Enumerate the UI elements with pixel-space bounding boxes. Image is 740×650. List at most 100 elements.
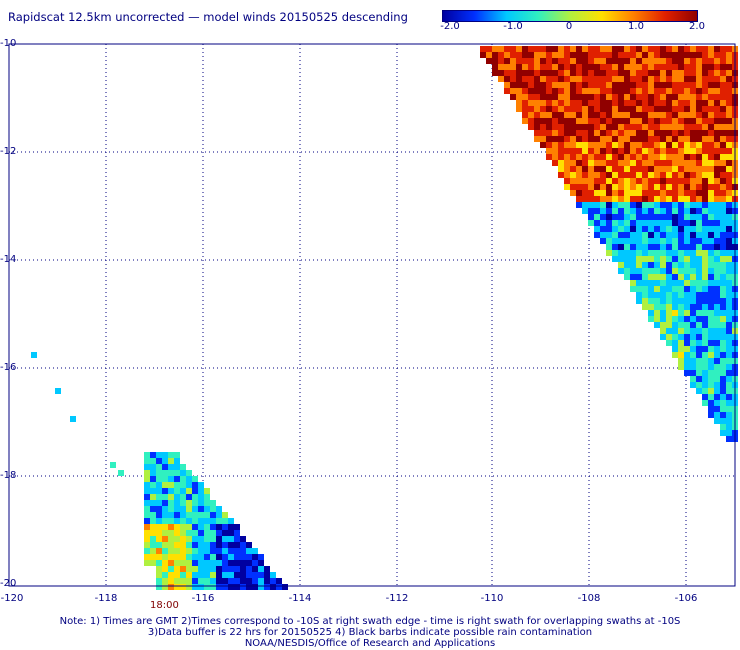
wind-cell <box>684 256 690 262</box>
wind-cell <box>702 184 708 190</box>
wind-cell <box>558 76 564 82</box>
wind-cell <box>672 340 678 346</box>
wind-cell <box>648 124 654 130</box>
wind-cell <box>684 160 690 166</box>
wind-cell <box>696 130 702 136</box>
wind-cell <box>528 70 534 76</box>
wind-cell <box>636 118 642 124</box>
wind-cell <box>546 88 552 94</box>
wind-cell <box>618 238 624 244</box>
wind-cell <box>174 494 180 500</box>
wind-cell <box>630 118 636 124</box>
wind-cell <box>696 100 702 106</box>
wind-cell <box>666 58 672 64</box>
wind-cell <box>624 274 630 280</box>
wind-cell <box>594 178 600 184</box>
wind-cell <box>204 584 210 590</box>
wind-cell <box>534 100 540 106</box>
wind-cell <box>660 94 666 100</box>
swath-time-label: 18:00 <box>150 600 179 611</box>
wind-cell <box>180 470 186 476</box>
wind-cell <box>612 118 618 124</box>
wind-cell <box>672 322 678 328</box>
wind-cell <box>678 334 684 340</box>
wind-cell <box>636 76 642 82</box>
wind-cell <box>672 64 678 70</box>
wind-cell <box>240 554 246 560</box>
wind-cell <box>192 476 198 482</box>
wind-cell <box>594 70 600 76</box>
wind-cell <box>234 536 240 542</box>
wind-cell <box>702 370 708 376</box>
wind-cell <box>606 142 612 148</box>
wind-cell <box>516 58 522 64</box>
wind-cell <box>708 388 714 394</box>
wind-cell <box>582 172 588 178</box>
wind-cell <box>630 208 636 214</box>
wind-cell <box>624 94 630 100</box>
wind-cell <box>234 524 240 530</box>
wind-cell <box>192 506 198 512</box>
note-line-1: Note: 1) Times are GMT 2)Times correspon… <box>59 616 681 627</box>
wind-cell <box>198 548 204 554</box>
wind-cell <box>642 304 648 310</box>
wind-cell <box>516 76 522 82</box>
wind-cell <box>612 130 618 136</box>
wind-cell <box>714 322 720 328</box>
wind-cell <box>546 124 552 130</box>
wind-cell <box>636 142 642 148</box>
wind-cell <box>162 518 168 524</box>
wind-cell <box>252 560 258 566</box>
wind-cell <box>612 88 618 94</box>
wind-cell <box>666 328 672 334</box>
wind-cell <box>240 572 246 578</box>
wind-cell <box>540 136 546 142</box>
wind-cell <box>666 220 672 226</box>
wind-cell <box>708 250 714 256</box>
wind-cell <box>198 506 204 512</box>
wind-cell <box>162 524 168 530</box>
wind-cell <box>642 226 648 232</box>
wind-cell <box>198 572 204 578</box>
wind-cell <box>660 220 666 226</box>
wind-cell <box>714 58 720 64</box>
wind-cell <box>636 160 642 166</box>
wind-cell <box>168 560 174 566</box>
wind-cell <box>144 506 150 512</box>
wind-cell <box>162 554 168 560</box>
wind-cell <box>708 112 714 118</box>
wind-cell <box>696 184 702 190</box>
wind-cell <box>696 82 702 88</box>
wind-cell <box>600 208 606 214</box>
wind-cell <box>720 310 726 316</box>
wind-cell <box>222 536 228 542</box>
wind-cell <box>600 172 606 178</box>
wind-cell <box>552 88 558 94</box>
wind-cell <box>630 280 636 286</box>
wind-cell <box>720 430 726 436</box>
wind-cell <box>204 500 210 506</box>
wind-cell <box>150 500 156 506</box>
wind-cell <box>204 542 210 548</box>
wind-cell <box>636 202 642 208</box>
wind-cell <box>696 46 702 52</box>
wind-cell <box>726 280 732 286</box>
wind-cell <box>258 566 264 572</box>
wind-cell <box>180 554 186 560</box>
wind-cell <box>690 352 696 358</box>
note-line-3: NOAA/NESDIS/Office of Research and Appli… <box>244 638 496 649</box>
wind-cell <box>618 94 624 100</box>
wind-cell <box>618 208 624 214</box>
wind-cell <box>636 214 642 220</box>
wind-cell <box>696 358 702 364</box>
wind-cell <box>714 82 720 88</box>
wind-cell <box>672 232 678 238</box>
wind-cell <box>690 172 696 178</box>
wind-cell <box>648 52 654 58</box>
wind-cell <box>690 76 696 82</box>
wind-cell <box>564 118 570 124</box>
wind-cell <box>726 160 732 166</box>
wind-cell <box>534 88 540 94</box>
wind-cell <box>720 106 726 112</box>
wind-cell <box>666 238 672 244</box>
